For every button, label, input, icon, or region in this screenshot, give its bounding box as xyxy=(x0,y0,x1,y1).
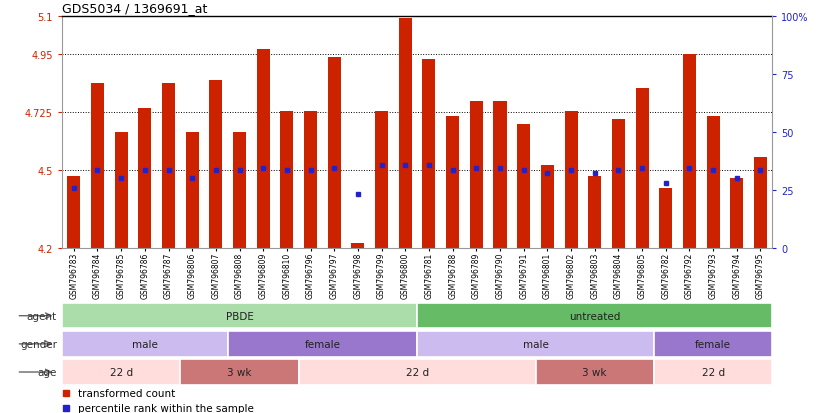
Text: male: male xyxy=(523,339,548,349)
Bar xyxy=(328,58,341,248)
Bar xyxy=(399,19,412,248)
Bar xyxy=(535,359,654,385)
Text: agent: agent xyxy=(27,311,57,321)
Bar xyxy=(654,359,772,385)
Text: PBDE: PBDE xyxy=(225,311,254,321)
Bar xyxy=(730,179,743,248)
Bar xyxy=(67,176,80,248)
Bar xyxy=(588,176,601,248)
Bar xyxy=(138,109,151,248)
Bar xyxy=(706,117,719,248)
Bar xyxy=(446,117,459,248)
Bar xyxy=(62,303,417,329)
Bar xyxy=(304,112,317,248)
Text: untreated: untreated xyxy=(569,311,620,321)
Text: gender: gender xyxy=(20,339,57,349)
Bar xyxy=(659,189,672,248)
Bar xyxy=(517,125,530,248)
Bar xyxy=(417,303,772,329)
Bar xyxy=(280,112,293,248)
Text: 22 d: 22 d xyxy=(110,367,133,377)
Bar xyxy=(541,166,554,248)
Bar xyxy=(612,119,625,248)
Text: 3 wk: 3 wk xyxy=(582,367,607,377)
Bar xyxy=(115,132,128,248)
Bar xyxy=(635,89,648,248)
Bar xyxy=(186,132,199,248)
Text: female: female xyxy=(695,339,731,349)
Bar xyxy=(754,158,767,248)
Text: transformed count: transformed count xyxy=(78,388,175,398)
Bar xyxy=(233,132,246,248)
Bar xyxy=(257,50,270,248)
Bar xyxy=(91,83,104,248)
Text: age: age xyxy=(38,367,57,377)
Bar xyxy=(351,243,364,248)
Bar xyxy=(422,60,435,248)
Bar xyxy=(417,331,654,357)
Bar xyxy=(375,112,388,248)
Bar xyxy=(162,83,175,248)
Text: 22 d: 22 d xyxy=(701,367,724,377)
Bar xyxy=(654,331,772,357)
Bar xyxy=(564,112,577,248)
Text: 22 d: 22 d xyxy=(406,367,429,377)
Bar xyxy=(180,359,299,385)
Bar xyxy=(62,331,228,357)
Bar xyxy=(228,331,417,357)
Bar xyxy=(209,81,222,248)
Text: GDS5034 / 1369691_at: GDS5034 / 1369691_at xyxy=(62,2,207,15)
Bar xyxy=(683,55,696,248)
Bar xyxy=(470,102,483,248)
Bar xyxy=(299,359,535,385)
Bar xyxy=(62,359,180,385)
Text: male: male xyxy=(132,339,158,349)
Text: percentile rank within the sample: percentile rank within the sample xyxy=(78,403,254,413)
Text: female: female xyxy=(305,339,340,349)
Text: 3 wk: 3 wk xyxy=(227,367,252,377)
Bar xyxy=(493,102,506,248)
